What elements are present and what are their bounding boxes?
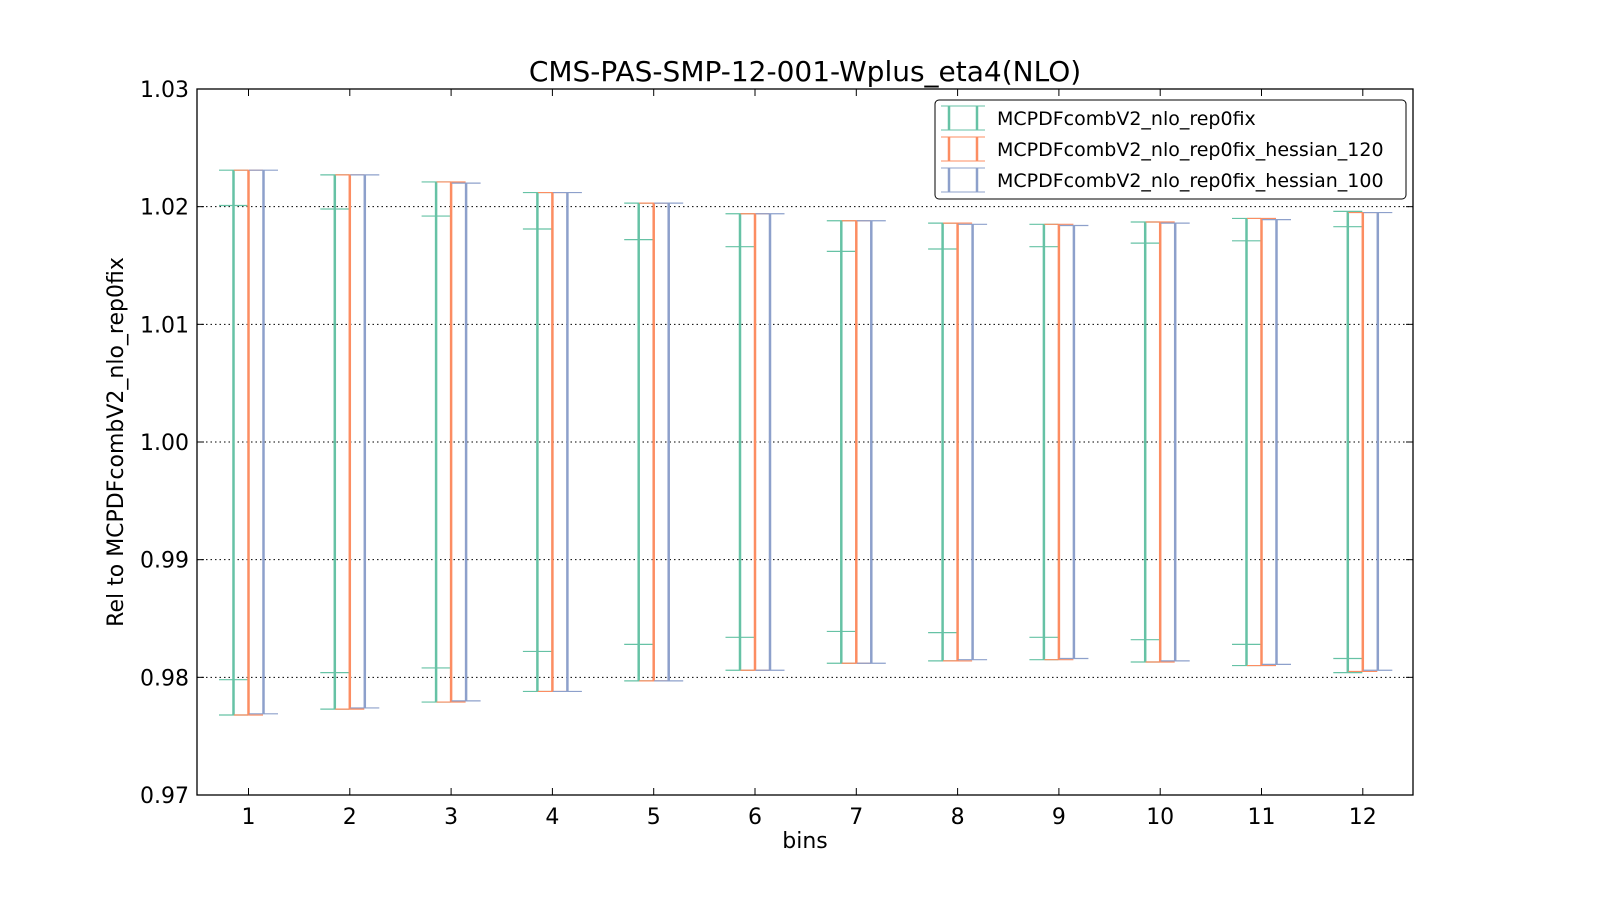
x-axis-label: bins [782, 829, 827, 854]
x-tick-label: 9 [1052, 805, 1066, 830]
chart-title: CMS-PAS-SMP-12-001-Wplus_eta4(NLO) [529, 55, 1081, 88]
x-tick-label: 8 [951, 805, 965, 830]
grid-lines [197, 206, 1413, 678]
x-tick-label: 12 [1349, 805, 1377, 830]
legend-label: MCPDFcombV2_nlo_rep0fix_hessian_120 [997, 139, 1384, 161]
y-tick-label: 1.02 [140, 196, 189, 221]
x-tick-label: 6 [748, 805, 762, 830]
x-tick-label: 4 [545, 805, 559, 830]
legend: MCPDFcombV2_nlo_rep0fix MCPDFcombV2_nlo_r… [934, 99, 1407, 200]
x-tick-label: 10 [1146, 805, 1174, 830]
y-tick-label: 1.03 [140, 78, 189, 103]
y-tick-label: 0.99 [140, 549, 189, 574]
legend-label: MCPDFcombV2_nlo_rep0fix [997, 108, 1256, 130]
x-tick-label: 1 [242, 805, 256, 830]
legend-box [934, 99, 1407, 200]
y-tick-label: 1.00 [140, 431, 189, 456]
x-tick-label: 11 [1248, 805, 1276, 830]
plot-data [219, 169, 1393, 716]
y-tick-label: 1.01 [140, 313, 189, 338]
y-tick-label: 0.98 [140, 666, 189, 691]
axis-ticks: 0.970.980.991.001.011.021.031 2 3 4 5 6 7 8 9 10 1… [140, 78, 1413, 830]
x-tick-label: 7 [849, 805, 863, 830]
y-tick-label: 0.97 [140, 784, 189, 809]
y-axis-label: Rel to MCPDFcombV2_nlo_rep0fix [104, 257, 129, 627]
legend-label: MCPDFcombV2_nlo_rep0fix_hessian_100 [997, 170, 1384, 192]
x-tick-label: 3 [444, 805, 458, 830]
x-tick-label: 2 [343, 805, 357, 830]
x-tick-label: 5 [647, 805, 661, 830]
